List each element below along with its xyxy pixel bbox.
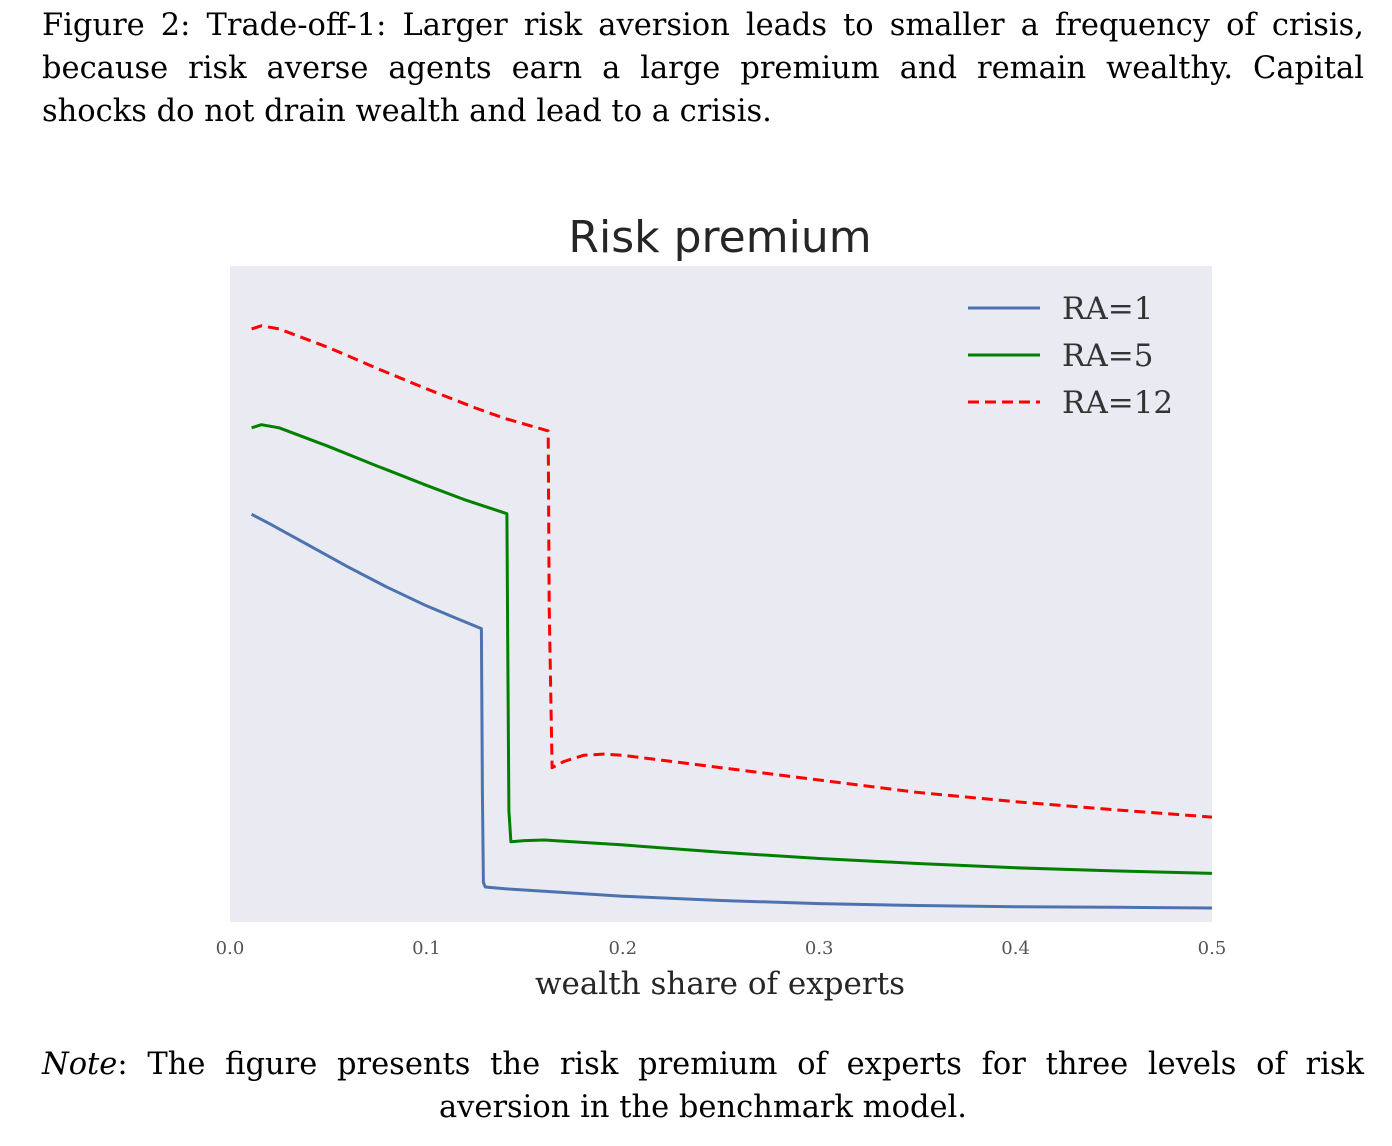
- series-line-ra-5: [251, 423, 1213, 875]
- x-axis-label: wealth share of experts: [535, 966, 905, 1002]
- x-ticks: 0.0 0.1 0.2 0.3 0.4 0.5: [216, 938, 1227, 959]
- figure-note: Note: The figure presents the risk premi…: [42, 1043, 1364, 1129]
- figure-caption: Figure 2: Trade-off-1: Larger risk avers…: [42, 8, 1364, 129]
- legend: RA=1 RA=5 RA=12: [968, 291, 1173, 421]
- x-tick-label: 0.0: [216, 938, 245, 959]
- series-layer: [250, 324, 1213, 910]
- legend-label: RA=5: [1062, 338, 1153, 374]
- x-tick-label: 0.2: [608, 938, 637, 959]
- x-tick-label: 0.1: [412, 938, 441, 959]
- note-label: Note: [42, 1047, 118, 1082]
- legend-label: RA=1: [1062, 291, 1153, 327]
- chart-title: Risk premium: [568, 212, 871, 263]
- x-tick-label: 0.4: [1001, 938, 1030, 959]
- series-line-ra-1: [250, 512, 1213, 910]
- legend-label: RA=12: [1062, 385, 1173, 421]
- plot-area: [230, 266, 1212, 922]
- x-tick-label: 0.5: [1198, 938, 1227, 959]
- note-text: : The figure presents the risk premium o…: [117, 1047, 1364, 1125]
- series-line-ra-12: [251, 324, 1213, 819]
- x-tick-label: 0.3: [805, 938, 834, 959]
